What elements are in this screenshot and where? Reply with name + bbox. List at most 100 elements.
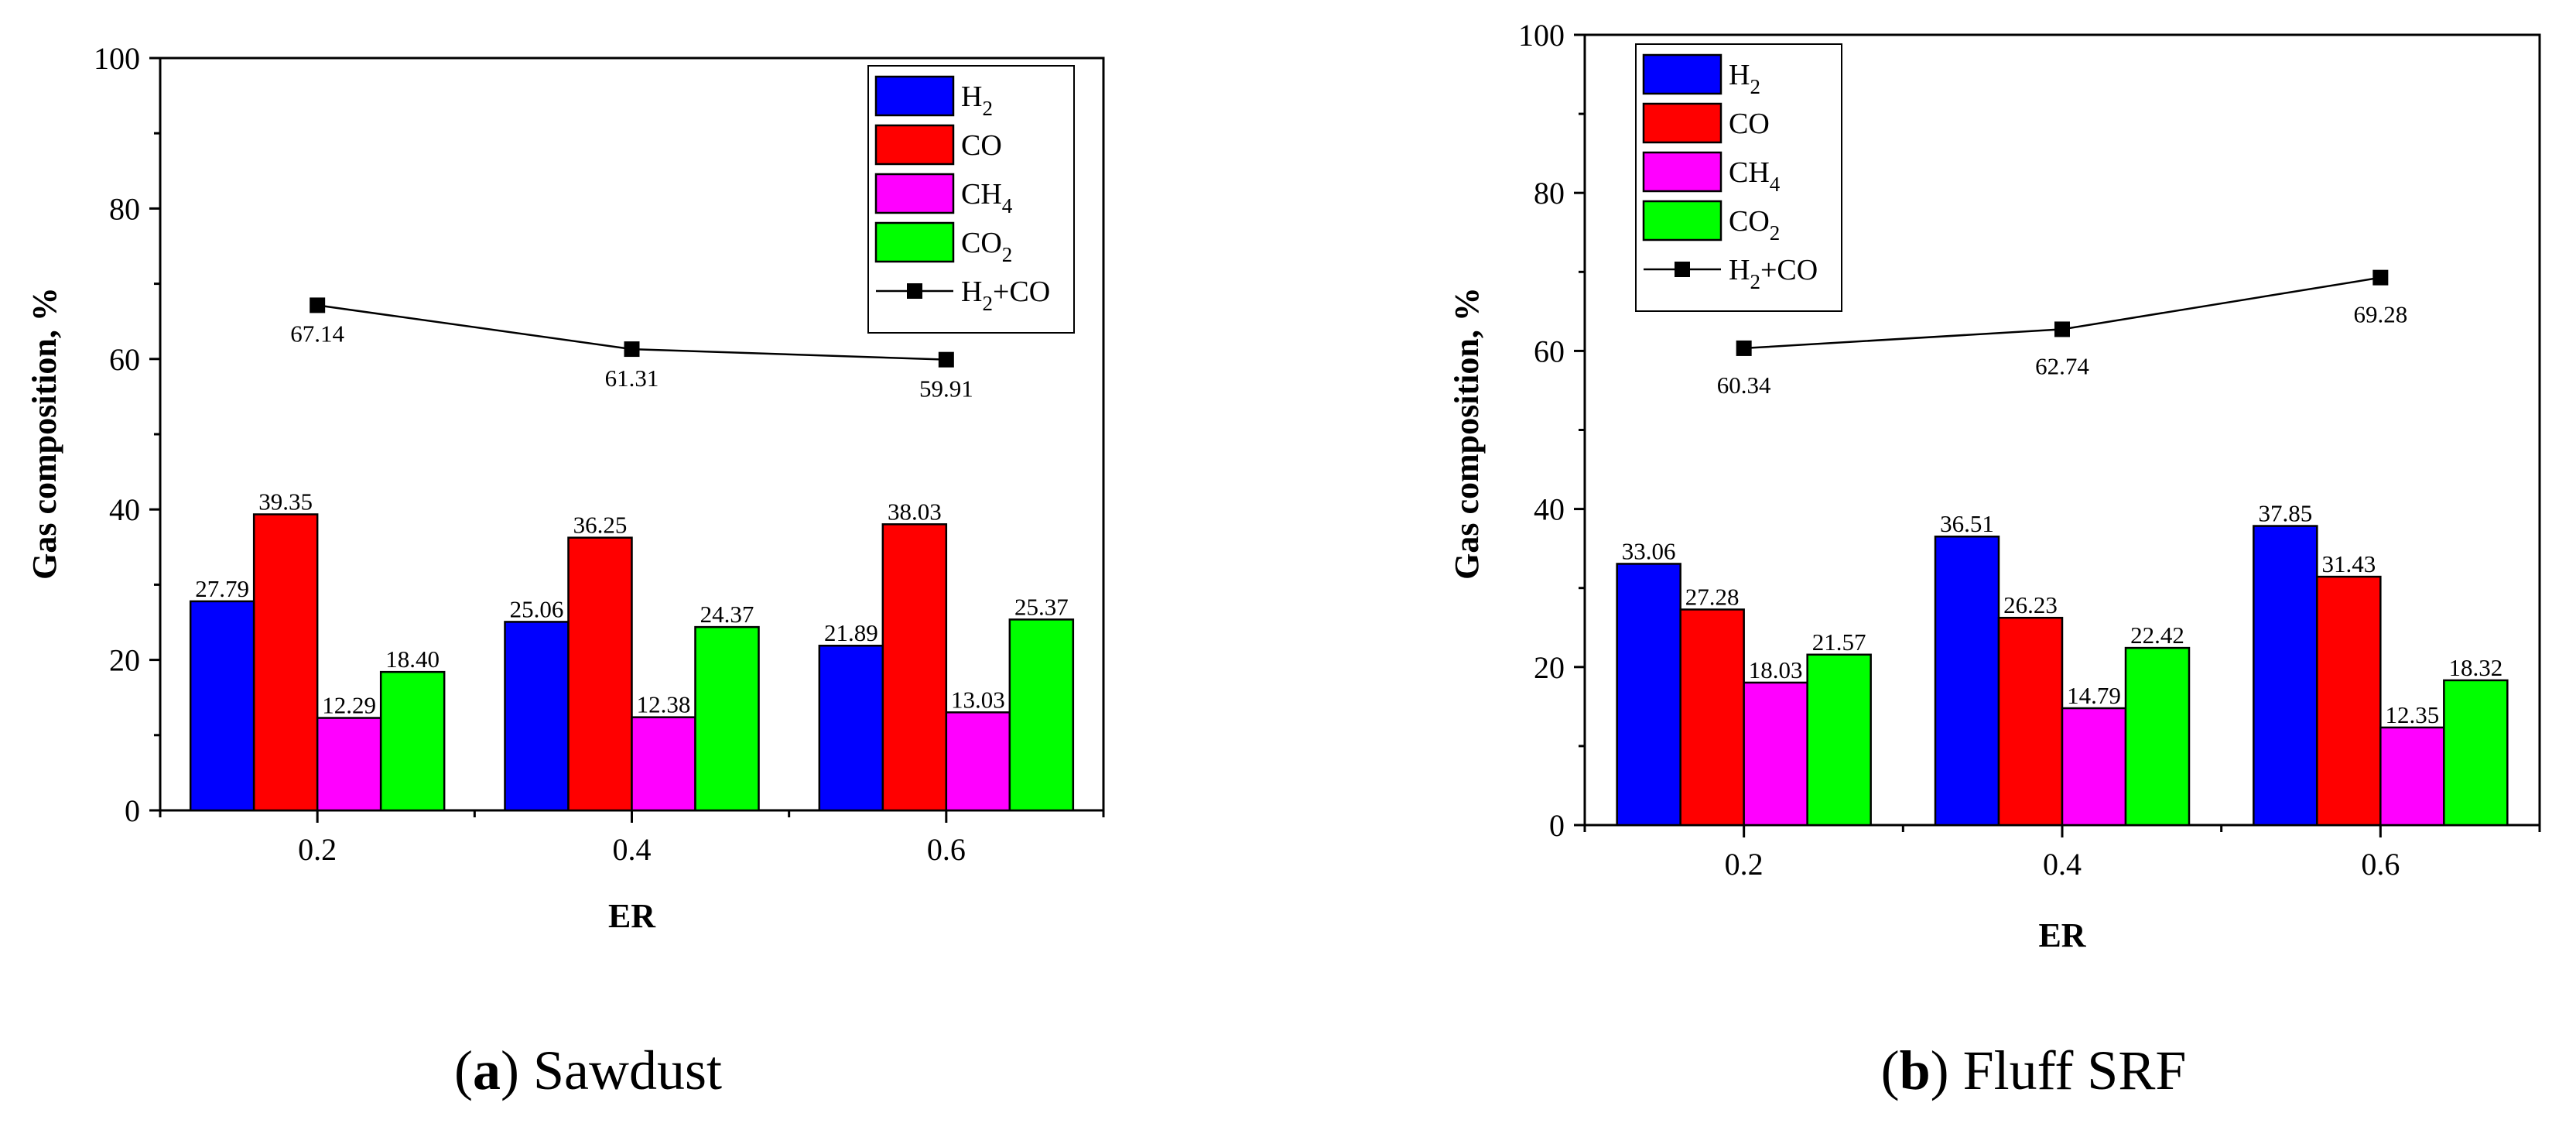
bar-co-0.4 [1997,616,2064,827]
subfigure-caption: (a) Sawdust [454,1039,722,1101]
bar-value-label: 31.43 [2321,550,2376,577]
h2-co-value-label: 59.91 [919,375,973,402]
y-tick-label: 80 [109,191,140,226]
x-tick-label: 0.2 [1725,847,1764,882]
subfigure-caption: (b) Fluff SRF [1881,1039,2187,1101]
legend-label-main: CO [1729,205,1770,238]
bar-value-label: 38.03 [888,498,942,525]
y-tick-label: 60 [109,342,140,377]
bar-value-label: 36.25 [573,512,628,539]
caption-letter: b [1900,1039,1931,1101]
legend-swatch-co [874,124,955,166]
legend-label-subscript: 2 [982,292,993,315]
legend-swatch-co2 [874,221,955,263]
caption-paren: ) [501,1039,533,1101]
bar-value-label: 25.37 [1014,593,1069,620]
legend-label-subscript: 2 [982,97,993,120]
bar-value-label: 18.03 [1749,656,1803,683]
chart-b: 0 20 40 60 80 100 0.2 0.4 0.6 ER Gas composition, … [1448,18,2541,1101]
legend-label-subscript: 2 [1750,270,1760,293]
legend-marker-h2-co [1675,262,1690,277]
legend-label-main: CO [961,227,1002,259]
bar-value-label: 13.03 [951,686,1005,713]
bar-value-label: 27.79 [195,575,249,602]
bar-ch4-0.6 [945,711,1011,812]
bar-ch4-0.2 [1743,681,1808,827]
bar-h2-0.4 [504,621,570,812]
bar-h2-0.2 [189,600,255,812]
bar-value-label: 37.85 [2258,500,2312,527]
y-tick-label: 100 [1518,18,1565,53]
caption-letter: a [473,1039,501,1101]
bar-co2-0.6 [2443,679,2509,827]
caption-paren: ( [1881,1039,1900,1101]
bar-ch4-0.2 [316,717,382,812]
bar-co-0.6 [2316,575,2382,827]
legend-label-main: H [1729,59,1750,91]
bar-co-0.2 [252,513,319,812]
legend-label-h2: H2 [1729,59,1760,98]
legend-label-h2: H2 [961,80,993,120]
bar-ch4-0.4 [2061,707,2127,827]
legend-label-co: CO [961,129,1002,162]
bar-h2-0.2 [1616,563,1681,827]
h2-co-point [310,297,326,313]
chart-a: 0 20 40 60 80 100 0.2 0.4 0.6 ER Gas composition, … [26,41,1105,1101]
bar-co2-0.6 [1008,618,1075,812]
bar-value-label: 12.35 [2385,701,2439,728]
y-tick-label: 0 [1549,808,1565,843]
y-tick-label: 20 [1534,650,1565,685]
bar-ch4-0.6 [2379,726,2445,827]
bar-value-label: 18.32 [2448,654,2502,681]
legend-label-main: H [961,276,982,308]
legend-label-h2-co: H2+CO [961,276,1050,315]
h2-co-value-label: 69.28 [2353,301,2407,328]
y-tick-label: 0 [125,793,140,828]
h2-co-point [2372,269,2389,286]
bar-value-label: 24.37 [700,601,754,628]
bar-value-label: 27.28 [1685,583,1740,610]
h2-co-point [938,351,954,368]
h2-co-value-label: 62.74 [2035,352,2089,379]
bar-h2-0.6 [818,644,884,812]
h2-co-point [624,341,640,358]
legend-label-rest: +CO [1760,254,1818,286]
bar-co-0.4 [567,536,633,812]
bar-co2-0.4 [2124,646,2191,827]
legend-label-co2: CO2 [1729,205,1780,245]
bar-h2-0.6 [2253,525,2318,827]
legend-marker-h2-co [907,283,922,299]
bar-value-label: 25.06 [510,595,564,622]
caption-text: Fluff SRF [1963,1039,2187,1101]
bar-value-label: 39.35 [258,488,313,515]
h2-co-value-label: 67.14 [290,320,344,347]
y-tick-label: 80 [1534,176,1565,211]
bar-value-label: 22.42 [2130,622,2184,649]
y-tick-label: 40 [1534,492,1565,527]
legend-swatch-h2 [1642,53,1722,95]
bar-value-label: 12.29 [322,692,376,719]
caption-text: Sawdust [533,1039,722,1101]
x-tick-label: 0.6 [2361,847,2400,882]
legend-label-main: CO [961,129,1002,162]
x-tick-label: 0.6 [927,832,966,867]
y-tick-label: 100 [94,41,140,76]
legend-swatch-ch4 [874,173,955,214]
bar-ch4-0.4 [631,716,696,812]
legend-swatch-ch4 [1642,151,1722,193]
bar-value-label: 33.06 [1622,537,1676,564]
legend-label-subscript: 2 [1750,75,1760,98]
x-axis-label: ER [2038,916,2086,954]
legend-swatch-co [1642,102,1722,144]
y-tick-label: 20 [109,643,140,678]
legend-label-main: CH [961,178,1002,211]
bar-co2-0.2 [1806,653,1872,827]
bar-value-label: 14.79 [2067,682,2121,709]
h2-co-point [2054,321,2070,337]
y-tick-label: 40 [109,492,140,527]
legend-label-rest: +CO [993,276,1050,308]
bar-co-0.2 [1679,608,1745,827]
x-tick-label: 0.4 [2043,847,2082,882]
